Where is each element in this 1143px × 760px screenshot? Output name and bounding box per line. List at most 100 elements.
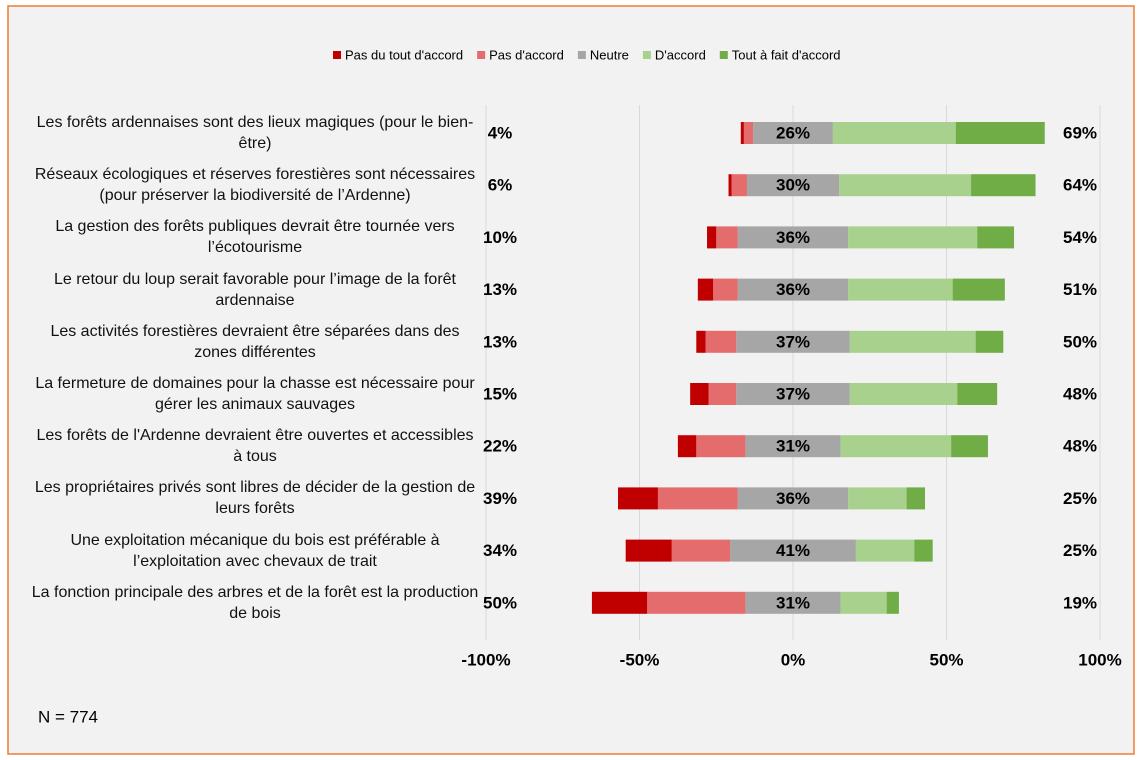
legend-label: D'accord (655, 47, 706, 62)
agree-label: 50% (1063, 332, 1097, 351)
bar-segment (839, 174, 972, 197)
legend-label: Pas d'accord (489, 47, 564, 62)
category-label: Le retour du loup serait favorable pour … (53, 270, 456, 309)
bar-segment (671, 539, 731, 562)
disagree-label: 13% (483, 332, 517, 351)
category-label: Une exploitation mécanique du bois est p… (70, 531, 440, 570)
bar-segment (753, 122, 833, 144)
agree-label: 25% (1063, 489, 1097, 508)
agree-label: 25% (1063, 541, 1097, 560)
bar-segment (886, 591, 899, 614)
disagree-label: 6% (488, 176, 513, 195)
bar-segment (716, 226, 738, 249)
neutral-label: 31% (776, 593, 810, 612)
bar-segment (914, 539, 933, 562)
legend-label: Tout à fait d'accord (732, 47, 841, 62)
bar-segment (697, 278, 714, 301)
legend-swatch (577, 51, 586, 59)
bar-segment (696, 435, 746, 458)
bar-segment (707, 226, 717, 249)
disagree-label: 4% (488, 123, 513, 142)
disagree-label: 10% (483, 228, 517, 247)
category-label: La fermeture de domaines pour la chasse … (35, 375, 475, 413)
bar-segment (731, 174, 747, 197)
neutral-label: 30% (776, 176, 810, 195)
agree-label: 51% (1063, 280, 1097, 299)
legend-swatch (719, 51, 728, 59)
bar-segment (906, 487, 926, 510)
bar-segment (677, 435, 697, 458)
bar-segment (951, 435, 988, 458)
bar-segment (746, 174, 840, 197)
bar-segment (737, 278, 849, 301)
category-label: La gestion des forêts publiques devrait … (55, 218, 455, 257)
bar-segment (657, 487, 738, 510)
bar-segment (737, 487, 849, 510)
bar-segment (618, 487, 658, 510)
bar-segment (977, 226, 1015, 249)
legend-swatch (642, 51, 651, 59)
bar-segment (848, 226, 978, 249)
category-label: Les activités forestières devraient être… (50, 322, 460, 361)
bar-segment (849, 330, 976, 353)
neutral-label: 26% (776, 123, 810, 142)
bar-segment (743, 122, 754, 144)
bar-segment (736, 330, 850, 353)
legend-swatch (477, 51, 486, 59)
bar-segment (647, 591, 746, 614)
bar-segment (745, 435, 841, 458)
bar-segment (728, 174, 732, 197)
bar-segment (832, 122, 956, 144)
bar-segment (848, 278, 953, 301)
category-label: Les forêts ardennaises sont des lieux ma… (36, 114, 474, 152)
disagree-label: 34% (483, 541, 517, 560)
x-tick-label: -100% (461, 650, 510, 669)
bar-segment (713, 278, 738, 301)
disagree-label: 15% (483, 384, 517, 403)
bar-segment (736, 383, 850, 405)
bar-segment (708, 383, 737, 405)
bar-segment (745, 591, 841, 614)
bar-segment (591, 591, 648, 614)
x-tick-label: 0% (781, 650, 806, 669)
neutral-label: 37% (776, 332, 810, 351)
bar-segment (955, 122, 1045, 144)
bar-segment (625, 539, 672, 562)
neutral-label: 41% (776, 541, 810, 560)
bar-segment (975, 330, 1004, 353)
neutral-label: 31% (776, 437, 810, 456)
agree-label: 48% (1063, 384, 1097, 403)
bar-segment (696, 330, 706, 353)
agree-label: 48% (1063, 437, 1097, 456)
bar-segment (848, 487, 907, 510)
bar-segment (690, 383, 709, 405)
category-label: Les propriétaires privés sont libres de … (34, 479, 476, 518)
neutral-label: 36% (776, 280, 810, 299)
disagree-label: 39% (483, 489, 517, 508)
bar-segment (849, 383, 958, 405)
legend-swatch (333, 51, 341, 59)
note: N = 774 (38, 707, 98, 726)
agree-label: 69% (1063, 123, 1097, 142)
category-label: Les forêts de l'Ardenne devraient être o… (36, 427, 474, 466)
bar-segment (952, 278, 1005, 301)
neutral-label: 36% (776, 228, 810, 247)
bar-segment (971, 174, 1036, 197)
bar-segment (730, 539, 856, 562)
bar-segment (840, 591, 887, 614)
category-label: La fonction principale des arbres et de … (31, 583, 479, 622)
bar-segment (737, 226, 849, 249)
legend-label: Neutre (590, 47, 629, 62)
neutral-label: 36% (776, 489, 810, 508)
agree-label: 19% (1063, 593, 1097, 612)
bar-segment (740, 122, 744, 144)
disagree-label: 13% (483, 280, 517, 299)
agree-label: 64% (1063, 176, 1097, 195)
bar-segment (705, 330, 737, 353)
x-tick-label: -50% (620, 650, 660, 669)
bar-segment (840, 435, 952, 458)
x-tick-label: 100% (1078, 650, 1121, 669)
bar-segment (957, 383, 998, 405)
